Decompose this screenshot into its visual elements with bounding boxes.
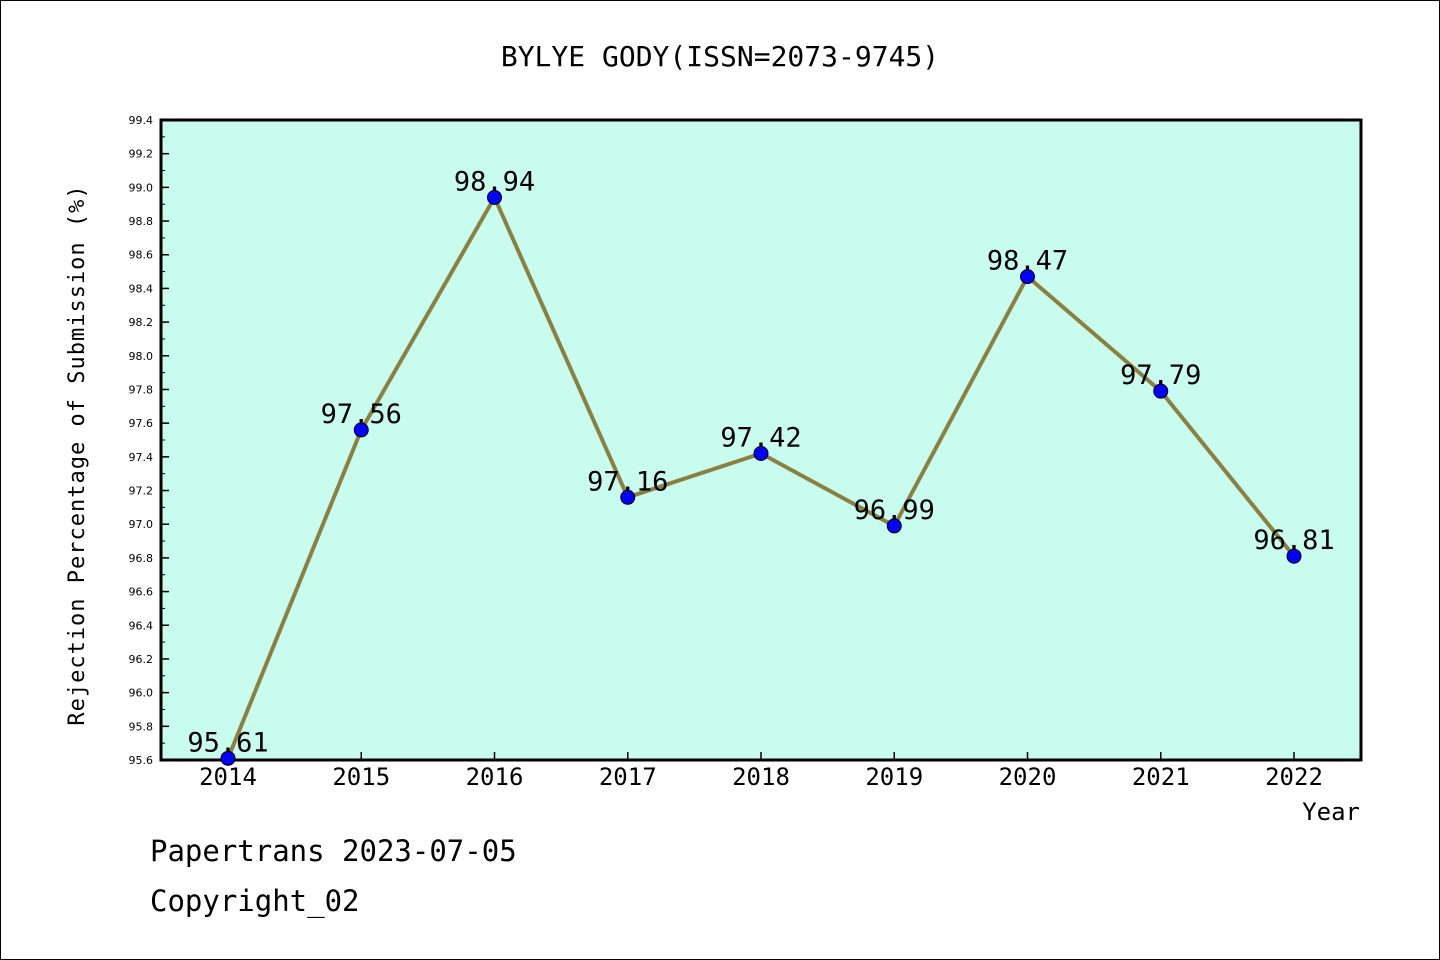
data-label: 98.47 [987, 246, 1068, 277]
x-tick-label: 2022 [1265, 763, 1323, 791]
x-tick-label: 2018 [732, 763, 790, 791]
data-point [886, 518, 902, 534]
data-point [353, 422, 369, 438]
y-tick-label: 98.8 [129, 215, 154, 228]
y-tick-label: 96.4 [129, 619, 154, 632]
y-tick-label: 97.6 [129, 417, 154, 430]
footer-date: Papertrans 2023-07-05 [150, 834, 517, 868]
x-tick-label: 2021 [1132, 763, 1190, 791]
y-tick-label: 97.4 [129, 451, 154, 464]
data-label: 96.99 [854, 495, 935, 526]
data-label: 97.42 [720, 422, 801, 453]
y-tick-label: 97.2 [129, 485, 154, 498]
data-point [620, 489, 636, 505]
y-tick-label: 95.6 [129, 754, 154, 767]
data-point [487, 189, 502, 205]
x-axis: 2014 2015 2016 2017 2018 2019 2020 2021 2022 [199, 752, 1323, 791]
x-tick-label: 2017 [599, 763, 657, 791]
y-tick-label: 98.0 [129, 350, 154, 363]
y-tick-label: 96.8 [129, 552, 154, 565]
y-tick-label: 96.6 [129, 586, 154, 599]
x-axis-label: Year [1302, 798, 1360, 826]
x-tick-label: 2015 [332, 763, 390, 791]
data-point [1020, 269, 1035, 285]
y-tick-label: 98.4 [129, 282, 154, 295]
data-point [753, 445, 769, 461]
footer-copyright: Copyright_02 [150, 884, 360, 918]
data-label: 97.79 [1120, 360, 1201, 391]
y-axis-label: Rejection Percentage of Submission (%) [65, 184, 90, 725]
data-labels: 95.61 97.56 98.94 97.16 97.42 96.99 98.47 97.79… [187, 166, 1334, 758]
y-tick-label: 99.0 [129, 181, 154, 194]
data-label: 96.81 [1253, 525, 1334, 556]
data-label: 98.94 [454, 166, 535, 197]
chart-title: BYLYE GODY(ISSN=2073-9745) [501, 40, 939, 73]
x-tick-label: 2020 [999, 763, 1057, 791]
data-point [1153, 383, 1169, 399]
data-markers [220, 189, 1302, 766]
y-tick-label: 99.4 [129, 114, 154, 127]
plot-area [159, 118, 1363, 762]
data-label: 97.16 [587, 466, 668, 497]
data-point [1286, 548, 1302, 564]
x-tick-label: 2019 [865, 763, 923, 791]
y-tick-label: 98.6 [129, 249, 154, 262]
y-tick-label: 96.2 [129, 653, 154, 666]
y-tick-label: 99.2 [129, 148, 154, 161]
y-tick-label: 96.0 [129, 687, 154, 700]
y-tick-label: 95.8 [129, 720, 154, 733]
data-label: 97.56 [321, 399, 402, 430]
y-axis: 95.6 95.8 96.0 96.2 96.4 96.6 96.8 97.0 97.2 97.4… [129, 114, 169, 767]
y-tick-label: 98.2 [129, 316, 154, 329]
y-tick-label: 97.0 [129, 518, 154, 531]
y-tick-label: 97.8 [129, 383, 154, 396]
data-point [220, 750, 236, 766]
x-tick-label: 2016 [466, 763, 524, 791]
x-tick-label: 2014 [199, 763, 257, 791]
data-label: 95.61 [187, 727, 268, 758]
